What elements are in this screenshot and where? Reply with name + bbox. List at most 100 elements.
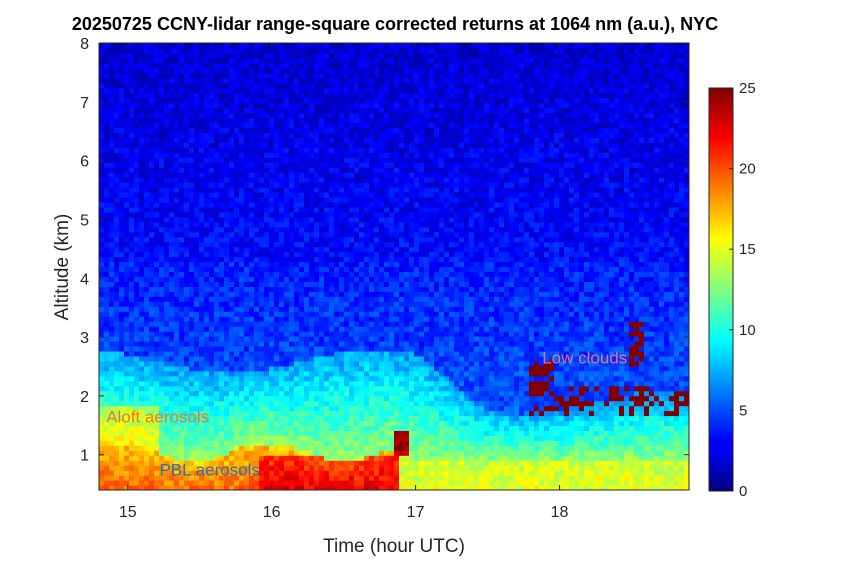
heatmap-cell [119, 435, 125, 441]
heatmap-cell [339, 390, 345, 397]
heatmap-cell [114, 306, 120, 312]
heatmap-cell [194, 370, 200, 377]
heatmap-cell [99, 301, 105, 307]
heatmap-cell [299, 52, 305, 59]
heatmap-cell [244, 485, 250, 490]
heatmap-cell [244, 341, 250, 347]
heatmap-cell [199, 281, 205, 287]
heatmap-cell [194, 400, 200, 407]
heatmap-cell [184, 455, 190, 461]
heatmap-cell [269, 201, 275, 208]
heatmap-cell [149, 82, 155, 89]
heatmap-cell [179, 286, 185, 292]
heatmap-cell [99, 77, 105, 84]
heatmap-cell [239, 266, 245, 273]
heatmap-cell [349, 345, 355, 352]
heatmap-cell [364, 261, 370, 268]
heatmap-cell [294, 440, 300, 446]
heatmap-cell [254, 470, 260, 476]
heatmap-cell [274, 311, 280, 317]
heatmap-cell [244, 147, 250, 153]
heatmap-cell [204, 72, 210, 79]
heatmap-cell [179, 107, 185, 114]
heatmap-cell [199, 301, 205, 307]
heatmap-cell [329, 276, 335, 282]
heatmap-cell [209, 365, 215, 372]
heatmap-cell [109, 92, 115, 99]
heatmap-cell [224, 455, 230, 461]
heatmap-cell [154, 92, 160, 99]
heatmap-cell [104, 400, 110, 407]
heatmap-cell [259, 390, 265, 397]
heatmap-cell [174, 430, 180, 436]
heatmap-cell [189, 345, 195, 352]
heatmap-cell [209, 475, 215, 481]
heatmap-cell [174, 475, 180, 481]
heatmap-cell [119, 62, 125, 69]
heatmap-cell [189, 480, 195, 486]
heatmap-cell [229, 400, 235, 407]
heatmap-cell [349, 400, 355, 407]
heatmap-cell [174, 256, 180, 263]
heatmap-cell [99, 92, 105, 99]
heatmap-cell [104, 266, 110, 273]
heatmap-cell [329, 465, 335, 471]
heatmap-cell [229, 246, 235, 253]
heatmap-cell [219, 221, 225, 228]
heatmap-cell [254, 425, 260, 431]
heatmap-cell [329, 241, 335, 248]
heatmap-cell [109, 162, 115, 168]
heatmap-cell [254, 296, 260, 302]
heatmap-cell [114, 127, 120, 133]
heatmap-cell [164, 455, 170, 461]
heatmap-cell [224, 306, 230, 312]
heatmap-cell [134, 316, 140, 322]
heatmap-cell [114, 117, 120, 124]
heatmap-cell [314, 281, 320, 287]
heatmap-cell [349, 415, 355, 422]
heatmap-cell [354, 172, 360, 178]
heatmap-cell [254, 450, 260, 456]
heatmap-cell [369, 67, 375, 74]
heatmap-cell [114, 226, 120, 233]
heatmap-cell [344, 460, 350, 466]
heatmap-cell [374, 390, 380, 397]
heatmap-cell [369, 256, 375, 263]
heatmap-cell [224, 172, 230, 178]
heatmap-cell [349, 271, 355, 278]
heatmap-cell [339, 455, 345, 461]
heatmap-cell [324, 182, 330, 188]
heatmap-cell [284, 241, 290, 248]
heatmap-cell [344, 211, 350, 218]
heatmap-cell [259, 336, 265, 342]
heatmap-cell [214, 360, 220, 367]
heatmap-cell [334, 395, 340, 402]
heatmap-cell [239, 177, 245, 183]
heatmap-cell [184, 485, 190, 490]
heatmap-cell [154, 271, 160, 278]
heatmap-cell [224, 251, 230, 258]
heatmap-cell [259, 420, 265, 427]
heatmap-cell [124, 137, 130, 143]
heatmap-cell [369, 192, 375, 198]
heatmap-cell [359, 192, 365, 198]
heatmap-cell [119, 246, 125, 253]
heatmap-cell [169, 341, 175, 347]
heatmap-cell [259, 271, 265, 278]
heatmap-cell [234, 301, 240, 307]
heatmap-cell [344, 251, 350, 258]
heatmap-cell [209, 43, 215, 49]
heatmap-cell [114, 246, 120, 253]
heatmap-cell [154, 152, 160, 158]
heatmap-cell [284, 206, 290, 213]
heatmap-cell [234, 87, 240, 94]
heatmap-cell [119, 266, 125, 273]
heatmap-cell [319, 316, 325, 322]
heatmap-cell [299, 435, 305, 441]
heatmap-cell [99, 385, 105, 392]
heatmap-cell [244, 132, 250, 138]
heatmap-cell [304, 147, 310, 153]
heatmap-cell [339, 345, 345, 352]
heatmap-cell [254, 251, 260, 258]
heatmap-cell [289, 420, 295, 427]
